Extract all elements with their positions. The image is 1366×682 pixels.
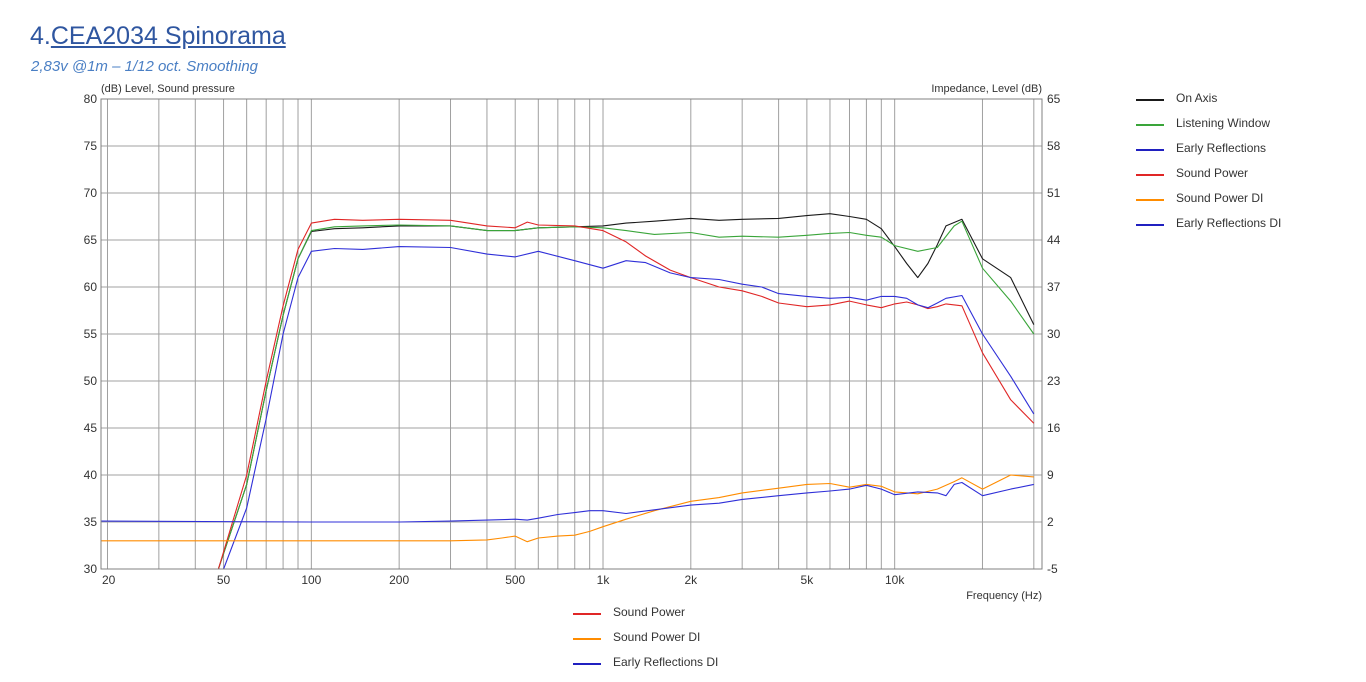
legend-right-item: Early Reflections bbox=[1136, 140, 1316, 165]
legend-swatch bbox=[1136, 174, 1164, 176]
x-axis-label: Frequency (Hz) bbox=[966, 590, 1042, 602]
legend-label: Listening Window bbox=[1176, 116, 1271, 130]
page-title: 4.CEA2034 Spinorama bbox=[30, 22, 286, 51]
chart-grid bbox=[101, 99, 1042, 569]
series-line-early-reflections bbox=[223, 246, 1035, 570]
legend-bottom: Sound Power Sound Power DI Early Reflectio… bbox=[573, 604, 753, 679]
x-tick: 10k bbox=[885, 573, 905, 587]
y-tick-left: 50 bbox=[84, 374, 98, 388]
legend-label: Sound Power bbox=[613, 605, 686, 619]
legend-swatch bbox=[573, 613, 601, 615]
legend-right-item: Listening Window bbox=[1136, 115, 1316, 140]
y-tick-left: 60 bbox=[84, 280, 98, 294]
y-tick-right: 44 bbox=[1047, 233, 1061, 247]
chart-labels: 30 35 40 45 50 55 60 65 70 75 80 -5 2 9 16 23 30 37 44 51 58… bbox=[84, 83, 1061, 602]
y-axis-label-left: (dB) Level, Sound pressure bbox=[101, 83, 235, 95]
legend-label: Sound Power DI bbox=[1176, 191, 1264, 205]
y-tick-left: 65 bbox=[84, 233, 98, 247]
legend-label: Sound Power DI bbox=[613, 630, 701, 644]
chart-frame bbox=[100, 98, 1043, 570]
legend-bottom-item: Sound Power bbox=[573, 604, 753, 629]
y-tick-left: 40 bbox=[84, 468, 98, 482]
legend-swatch bbox=[573, 663, 601, 665]
y-tick-right: 16 bbox=[1047, 421, 1061, 435]
title-text: CEA2034 Spinorama bbox=[50, 22, 286, 50]
legend-label: Early Reflections DI bbox=[613, 655, 719, 669]
y-tick-right: 2 bbox=[1047, 515, 1054, 529]
y-tick-left: 80 bbox=[84, 92, 98, 106]
x-tick: 5k bbox=[801, 573, 815, 587]
y-axis-label-right: Impedance, Level (dB) bbox=[931, 83, 1042, 95]
legend-label: On Axis bbox=[1176, 91, 1218, 105]
y-tick-right: 23 bbox=[1047, 374, 1061, 388]
legend-right-item: On Axis bbox=[1136, 90, 1316, 115]
page-subtitle: 2,83v @1m – 1/12 oct. Smoothing bbox=[31, 58, 259, 75]
y-tick-right: 37 bbox=[1047, 280, 1061, 294]
y-tick-left: 45 bbox=[84, 421, 98, 435]
x-tick: 50 bbox=[217, 573, 231, 587]
legend-label: Early Reflections DI bbox=[1176, 216, 1282, 230]
legend-right: On Axis Listening Window Early Reflections… bbox=[1136, 90, 1316, 240]
chart-series bbox=[100, 213, 1035, 570]
y-tick-right: 65 bbox=[1047, 92, 1061, 106]
legend-swatch bbox=[573, 638, 601, 640]
x-tick: 500 bbox=[505, 573, 525, 587]
legend-right-item: Early Reflections DI bbox=[1136, 215, 1316, 240]
legend-bottom-item: Early Reflections DI bbox=[573, 654, 753, 679]
y-tick-left: 30 bbox=[84, 562, 98, 576]
legend-swatch bbox=[1136, 99, 1164, 101]
x-tick: 20 bbox=[102, 573, 116, 587]
legend-label: Early Reflections bbox=[1176, 141, 1267, 155]
x-tick: 1k bbox=[597, 573, 611, 587]
x-tick: 200 bbox=[389, 573, 409, 587]
y-tick-right: 9 bbox=[1047, 468, 1054, 482]
y-tick-left: 75 bbox=[84, 139, 98, 153]
y-tick-right: -5 bbox=[1047, 562, 1058, 576]
legend-swatch bbox=[1136, 224, 1164, 226]
y-tick-left: 70 bbox=[84, 186, 98, 200]
series-line-sound-power-di bbox=[101, 474, 1034, 543]
legend-swatch bbox=[1136, 124, 1164, 126]
legend-right-item: Sound Power bbox=[1136, 165, 1316, 190]
x-tick: 2k bbox=[684, 573, 698, 587]
series-line-sound-power bbox=[217, 218, 1035, 570]
y-tick-left: 35 bbox=[84, 515, 98, 529]
y-tick-left: 55 bbox=[84, 327, 98, 341]
title-number: 4. bbox=[30, 22, 51, 50]
legend-swatch bbox=[1136, 149, 1164, 151]
legend-right-item: Sound Power DI bbox=[1136, 190, 1316, 215]
x-tick: 100 bbox=[301, 573, 321, 587]
series-line-early-reflections-di bbox=[100, 481, 1034, 523]
y-tick-right: 51 bbox=[1047, 186, 1061, 200]
legend-bottom-item: Sound Power DI bbox=[573, 629, 753, 654]
y-tick-right: 30 bbox=[1047, 327, 1061, 341]
series-line-listening-window bbox=[217, 220, 1035, 570]
legend-swatch bbox=[1136, 199, 1164, 201]
series-line-on-axis bbox=[217, 213, 1035, 570]
y-tick-right: 58 bbox=[1047, 139, 1061, 153]
plot-frame bbox=[100, 98, 1043, 570]
legend-label: Sound Power bbox=[1176, 166, 1249, 180]
